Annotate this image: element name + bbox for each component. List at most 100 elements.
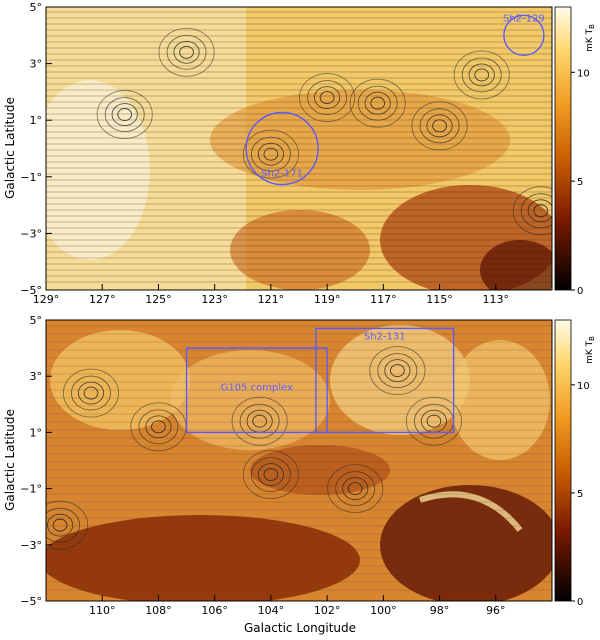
upper-heatmap-dark-patch-c [480,240,552,290]
lower-y-tick-label: 3° [30,370,43,383]
lower-colorbar-label-sub: B [588,336,596,341]
lower-contour-line [83,386,99,400]
lower-annotations: G105 complex Sh2-131 [185,327,455,434]
upper-x-tick-label: 129° [33,293,60,306]
lower-x-tick-label: 110° [89,604,116,617]
upper-contour-line [158,27,215,77]
upper-contour-source [242,129,299,179]
lower-contour-source [46,500,89,550]
lower-contour-source [231,396,288,446]
upper-contour-line [426,114,453,138]
upper-y-tick-label: −5° [20,284,42,297]
lower-contour-line [250,457,291,492]
upper-x-tick-label: 115° [426,293,453,306]
upper-contour-line [411,101,468,151]
upper-contour-line [117,108,133,121]
upper-x-ticks: 129° 127° 125° 123° 121° 119° 117° 115° 113° [33,284,509,306]
upper-contour-line [364,91,391,115]
lower-heatmap-bright-a [50,330,190,430]
lower-x-ticks: 110° 108° 106° 104° 102° 100° 98° 96° [89,595,506,617]
upper-y-tick-label: −3° [20,227,42,240]
upper-contour-line [357,85,398,121]
upper-contour-line [179,45,194,59]
upper-contour-line [314,86,341,110]
lower-contour-line [239,403,280,439]
lower-polarization-vectors [46,325,552,591]
upper-contour-line [419,108,460,144]
lower-contour-line [347,482,363,496]
lower-region-box [185,347,328,434]
lower-heatmap-dark-band-b [380,485,552,601]
upper-contour-line [370,96,386,110]
lower-contour-line [384,359,411,383]
lower-y-tick-label: 5° [30,314,43,327]
lower-heatmap-bright-arc [419,491,523,532]
upper-contour-line [307,80,348,116]
lower-colorbar: 0 5 10 mK TB [554,319,596,608]
upper-colorbar-tick-label: 5 [577,177,583,188]
lower-contour-line [377,353,418,389]
upper-contour-line [263,147,279,161]
upper-contour-line [319,91,335,105]
upper-contour-line [299,73,356,123]
lower-y-tick-label: 1° [30,426,43,439]
upper-heatmap-faint-lobe [46,80,150,260]
lower-colorbar-label: mK TB [585,336,596,364]
lower-contour-line [231,396,288,446]
upper-contour-source [349,78,406,128]
lower-contour-line [46,500,89,550]
upper-contour-source [512,186,552,236]
lower-contour-source [62,368,120,418]
upper-y-tick-label: 3° [30,58,43,71]
upper-heatmap-warm-ridge [210,90,510,190]
upper-contour-source [411,101,468,151]
lower-y-tick-label: −5° [20,595,42,608]
lower-contour-line [62,368,120,418]
lower-contour-line [342,477,369,501]
lower-y-tick-label: −1° [20,483,42,496]
upper-contour-line [461,57,502,93]
upper-region-circle [503,14,545,56]
upper-contour-source [96,90,153,139]
upper-contour-line [432,119,447,133]
lower-x-tick-label: 96° [486,604,506,617]
upper-plot-frame [45,6,553,291]
lower-contour-line [151,420,166,434]
upper-contour-line [520,193,552,229]
lower-contour-line [70,375,111,411]
upper-x-tick-label: 127° [89,293,116,306]
upper-colorbar-gradient [554,6,572,291]
upper-annotations: Sh2-129 Sh2-171 [245,13,545,186]
lower-x-tick-label: 108° [145,604,172,617]
upper-x-tick-label: 113° [483,293,510,306]
upper-contours [96,27,552,236]
upper-x-tick-label: 119° [314,293,341,306]
upper-colorbar-label-sub: B [588,24,596,29]
lower-contour-line [390,364,405,378]
lower-contour-line [252,414,267,428]
upper-contour-line [349,78,406,128]
lower-contour-source [130,402,187,452]
lower-y-tick-label: −3° [20,539,42,552]
lower-y-axis-label: Galactic Latitude [3,409,17,511]
upper-contour-line [453,50,510,100]
upper-colorbar-tick-label: 0 [577,286,583,297]
upper-colorbar-label: mK TB [585,24,596,52]
upper-contour-line [104,97,145,132]
upper-contour-line [257,142,284,166]
lower-heatmap-bright-d [450,340,550,460]
lower-colorbar-tick-label: 5 [577,489,583,500]
upper-contour-line [474,68,490,82]
upper-region-circle [245,111,319,186]
lower-x-tick-label: 106° [201,604,228,617]
lower-contour-line [46,513,74,537]
lower-contour-line [327,464,384,514]
lower-region-label: Sh2-131 [364,331,406,342]
lower-x-tick-label: 104° [258,604,285,617]
lower-x-tick-label: 100° [370,604,397,617]
lower-contour-line [77,381,105,405]
lower-region-box [315,327,455,434]
lower-contour-line [145,415,172,439]
lower-contour-source [369,346,426,396]
upper-colorbar-tick-label: 10 [577,68,590,79]
